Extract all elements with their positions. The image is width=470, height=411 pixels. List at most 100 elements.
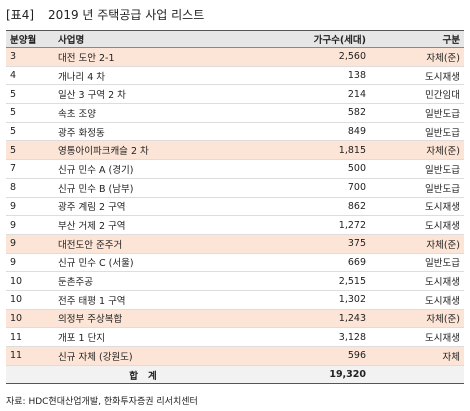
table-cell: 신규 민수 A (경기)	[54, 159, 232, 179]
table-cell: 둔촌주공	[54, 271, 232, 291]
total-label: 합 계	[54, 364, 232, 385]
table-cell: 개포 1 단지	[54, 327, 232, 347]
table-cell: 5	[6, 140, 54, 161]
table-cell: 대전도안 준주거	[54, 234, 232, 254]
table-row: 9 신규 민수 C (서울) 669 일반도급	[6, 253, 464, 273]
table-cell: 전주 태평 1 구역	[54, 290, 232, 310]
table-cell: 도시재생	[370, 215, 464, 235]
table-title: 2019 년 주택공급 사업 리스트	[48, 8, 205, 22]
table-row: 5 속초 조양 582 일반도급	[6, 103, 464, 123]
table-cell: 700	[232, 178, 370, 198]
table-cell: 개나리 4 차	[54, 66, 232, 86]
table-cell: 214	[232, 84, 370, 105]
table-cell: 5	[6, 84, 54, 105]
title: [표4] 2019 년 주택공급 사업 리스트	[6, 6, 218, 23]
table-row: 11 개포 1 단지 3,128 도시재생	[6, 327, 464, 347]
table-row: 7 신규 민수 A (경기) 500 일반도급	[6, 159, 464, 179]
table-body: 3 대전 도안 2-1 2,560 자체(준) 4 개나리 4 차 138 도시재생 5 일산 3…	[6, 47, 464, 385]
table-cell: 자체(준)	[370, 47, 464, 67]
table-cell: 신규 민수 C (서울)	[54, 253, 232, 273]
table-cell: 자체	[370, 346, 464, 366]
table-cell: 도시재생	[370, 271, 464, 291]
table-cell: 9	[6, 197, 54, 217]
table-cell: 9	[6, 215, 54, 235]
table-cell: 11	[6, 327, 54, 347]
table-cell: 일반도급	[370, 253, 464, 273]
table-cell: 속초 조양	[54, 103, 232, 123]
table-cell: 11	[6, 346, 54, 366]
table-cell: 5	[6, 122, 54, 142]
table-row: 3 대전 도안 2-1 2,560 자체(준)	[6, 47, 464, 67]
table-cell: 광주 계림 2 구역	[54, 197, 232, 217]
total-value: 19,320	[232, 364, 370, 385]
table-row: 11 신규 자체 (강원도) 596 자체	[6, 346, 464, 366]
table-cell: 신규 민수 B (남부)	[54, 178, 232, 198]
table-cell: 1,815	[232, 140, 370, 161]
table-cell: 2,560	[232, 47, 370, 67]
table-cell: 의정부 주상복합	[54, 309, 232, 329]
column-header: 가구수(세대)	[232, 30, 370, 48]
table-cell: 1,302	[232, 290, 370, 310]
table-row: 5 일산 3 구역 2 차 214 민간임대	[6, 84, 464, 105]
table-cell: 596	[232, 346, 370, 366]
table-cell: 9	[6, 234, 54, 254]
table-cell: 10	[6, 309, 54, 329]
table-cell: 일산 3 구역 2 차	[54, 84, 232, 105]
table-row: 10 의정부 주상복합 1,243 자체(준)	[6, 309, 464, 329]
table-row: 9 광주 계림 2 구역 862 도시재생	[6, 197, 464, 217]
table-cell: 7	[6, 159, 54, 179]
table-row: 5 광주 화정동 849 일반도급	[6, 122, 464, 142]
table-row: 5 영통아이파크캐슬 2 차 1,815 자체(준)	[6, 140, 464, 161]
table-row: 10 둔촌주공 2,515 도시재생	[6, 271, 464, 291]
table-cell: 도시재생	[370, 197, 464, 217]
table-cell: 도시재생	[370, 290, 464, 310]
table-tag: [표4]	[6, 8, 35, 22]
table-cell: 부산 거제 2 구역	[54, 215, 232, 235]
table-cell: 자체(준)	[370, 309, 464, 329]
table-cell: 대전 도안 2-1	[54, 47, 232, 67]
table-cell: 신규 자체 (강원도)	[54, 346, 232, 366]
table-cell: 광주 화정동	[54, 122, 232, 142]
table-cell: 10	[6, 271, 54, 291]
table-cell: 3	[6, 47, 54, 67]
table-cell: 도시재생	[370, 327, 464, 347]
table-cell: 민간임대	[370, 84, 464, 105]
table-cell: 375	[232, 234, 370, 254]
table-row: 10 전주 태평 1 구역 1,302 도시재생	[6, 290, 464, 310]
table-row: 8 신규 민수 B (남부) 700 일반도급	[6, 178, 464, 198]
table-cell	[370, 364, 464, 385]
table-cell: 4	[6, 66, 54, 86]
table-cell: 138	[232, 66, 370, 86]
table-cell: 도시재생	[370, 66, 464, 86]
table-cell: 1,272	[232, 215, 370, 235]
table-row: 9 부산 거제 2 구역 1,272 도시재생	[6, 215, 464, 235]
table-cell: 10	[6, 290, 54, 310]
table-cell: 일반도급	[370, 103, 464, 123]
table-cell: 849	[232, 122, 370, 142]
column-header: 사업명	[54, 30, 232, 48]
table-cell: 669	[232, 253, 370, 273]
table-cell: 일반도급	[370, 159, 464, 179]
table-row: 9 대전도안 준주거 375 자체(준)	[6, 234, 464, 254]
table-cell: 3,128	[232, 327, 370, 347]
table-cell: 자체(준)	[370, 234, 464, 254]
column-header: 구분	[370, 30, 464, 48]
column-header: 분양월	[6, 30, 54, 48]
table-cell: 582	[232, 103, 370, 123]
table-cell: 영통아이파크캐슬 2 차	[54, 140, 232, 161]
header-row: 분양월 사업명 가구수(세대) 구분	[6, 30, 464, 48]
table-cell: 862	[232, 197, 370, 217]
supply-table: 분양월 사업명 가구수(세대) 구분 3 대전 도안 2-1 2,560 자체(준) 4 개나리…	[6, 30, 464, 385]
table-cell: 일반도급	[370, 122, 464, 142]
table-cell: 8	[6, 178, 54, 198]
table-cell: 500	[232, 159, 370, 179]
table-row: 4 개나리 4 차 138 도시재생	[6, 66, 464, 86]
table-cell: 9	[6, 253, 54, 273]
table-cell	[6, 364, 54, 385]
total-row: 합 계 19,320	[6, 364, 464, 385]
table-cell: 2,515	[232, 271, 370, 291]
source-note: 자료: HDC현대산업개발, 한화투자증권 리서치센터	[6, 397, 198, 407]
table-cell: 1,243	[232, 309, 370, 329]
table-cell: 자체(준)	[370, 140, 464, 161]
